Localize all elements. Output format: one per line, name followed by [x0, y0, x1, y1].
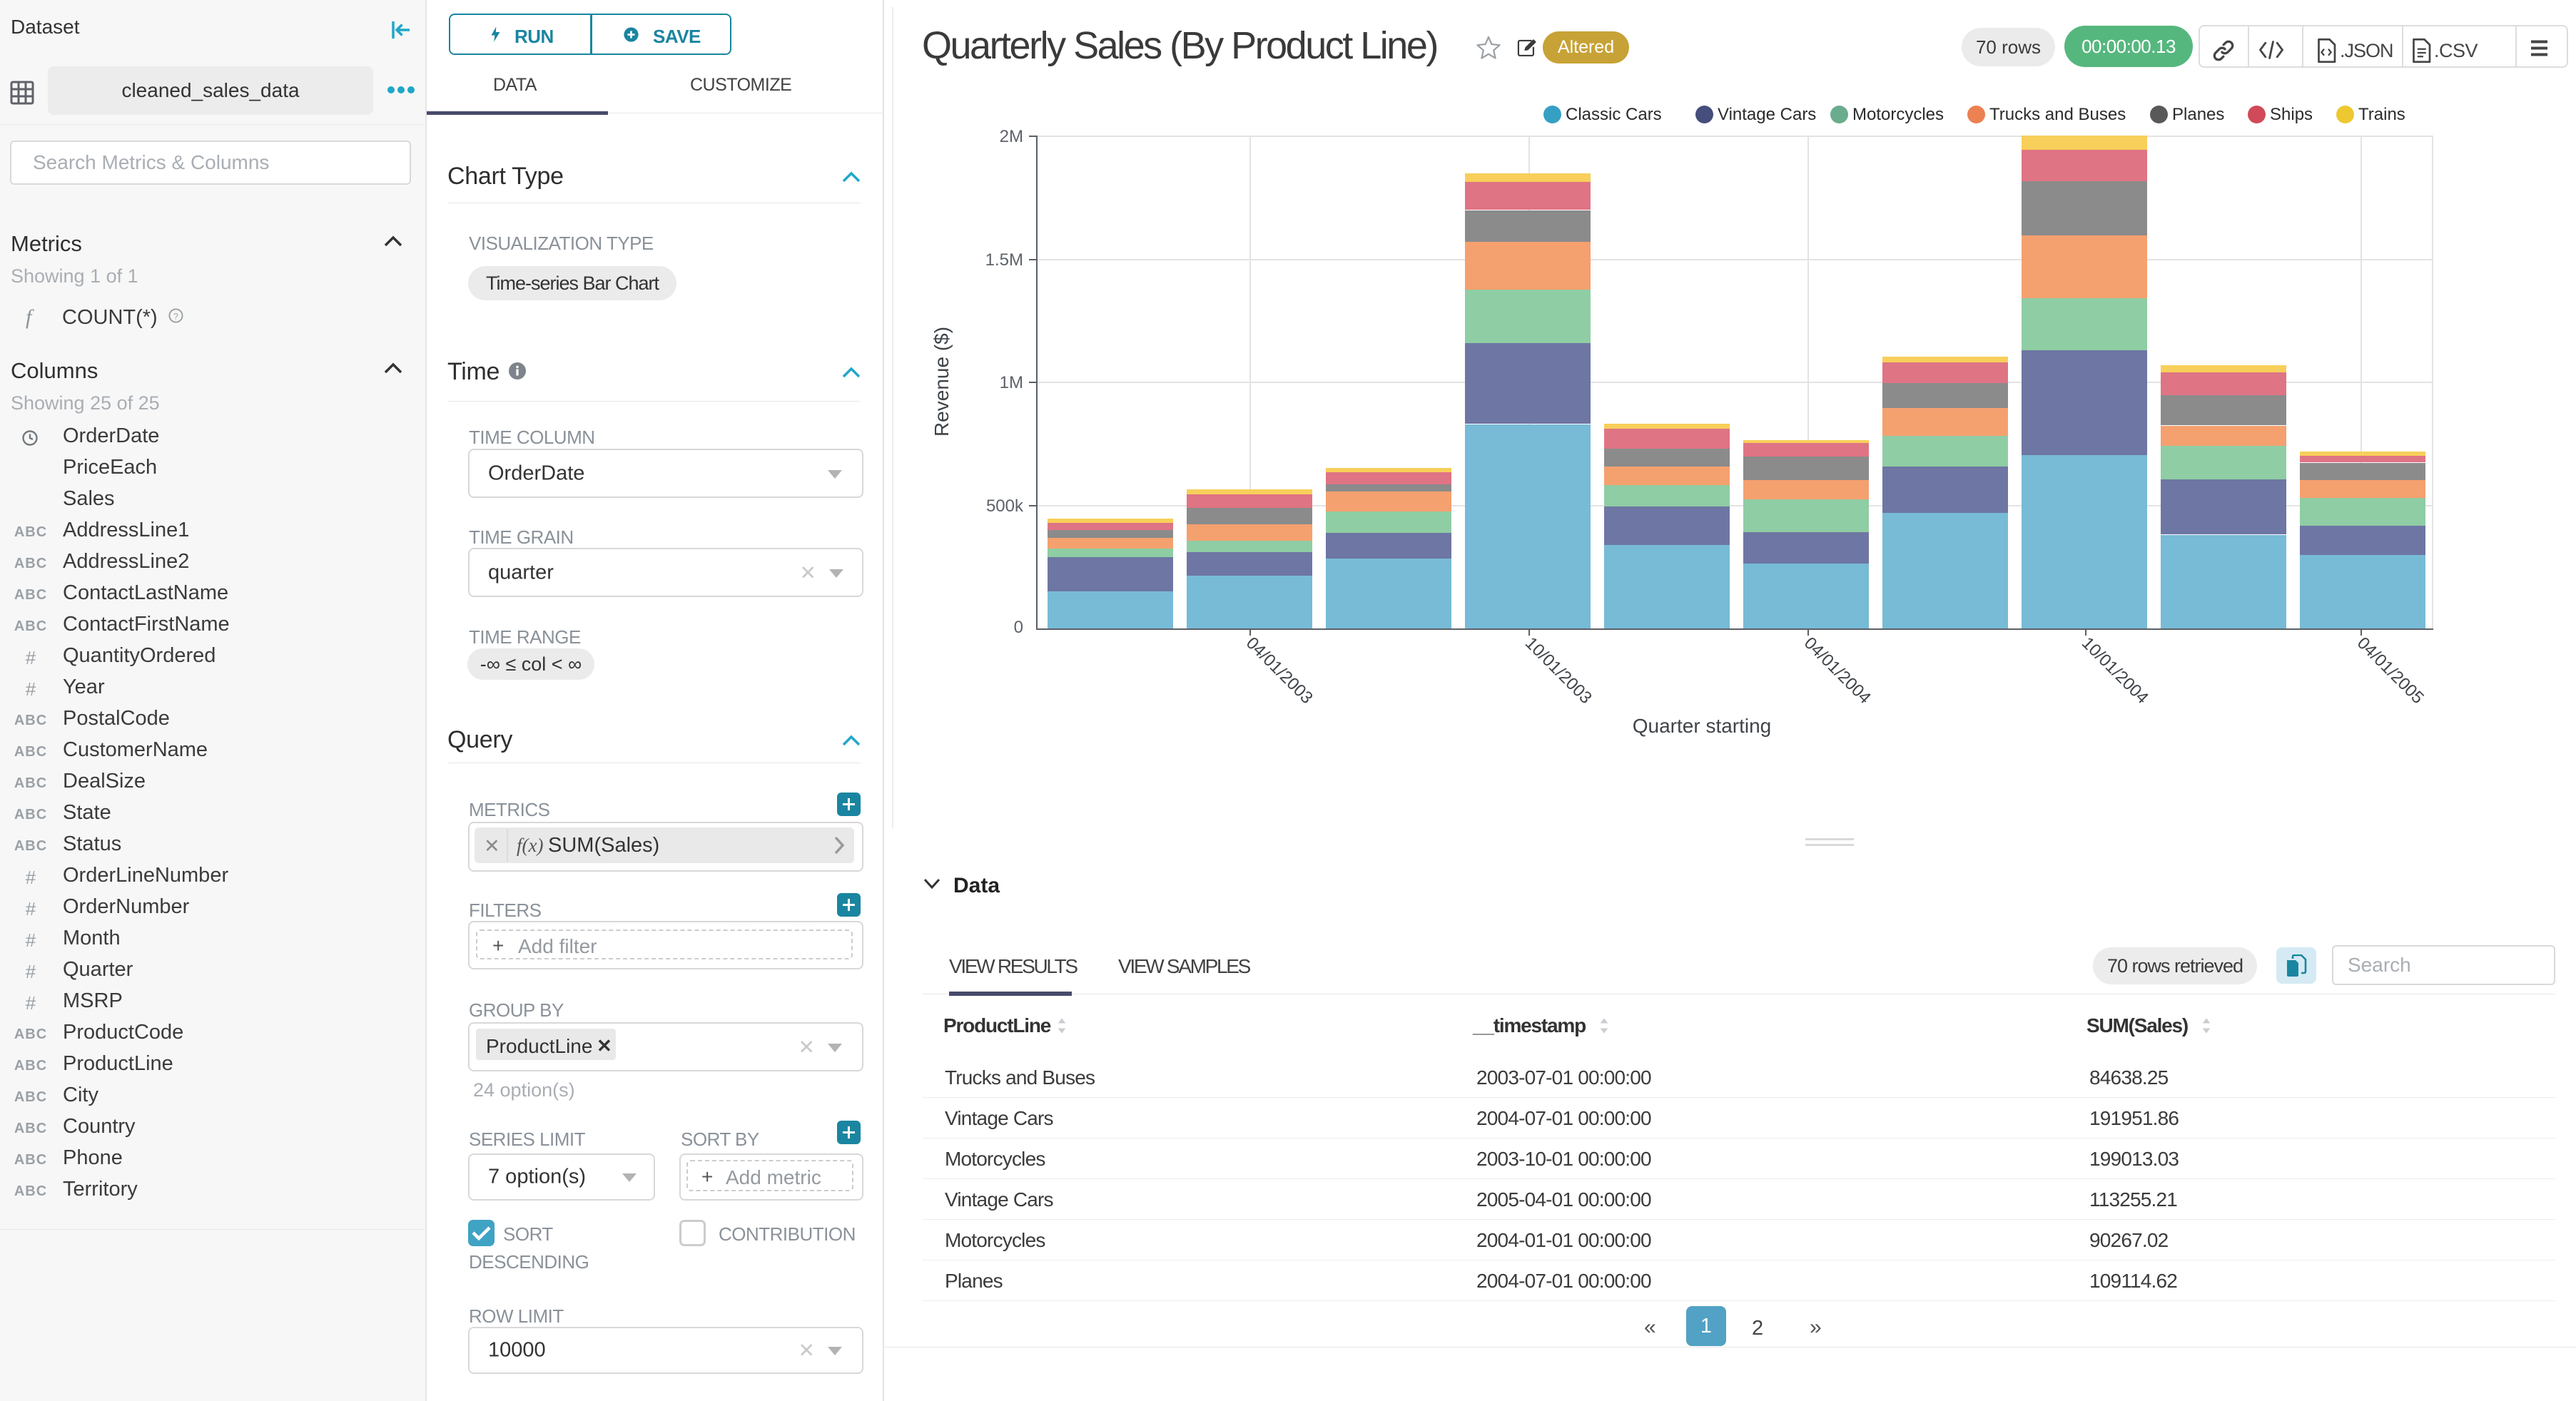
- svg-text:?: ?: [173, 311, 178, 321]
